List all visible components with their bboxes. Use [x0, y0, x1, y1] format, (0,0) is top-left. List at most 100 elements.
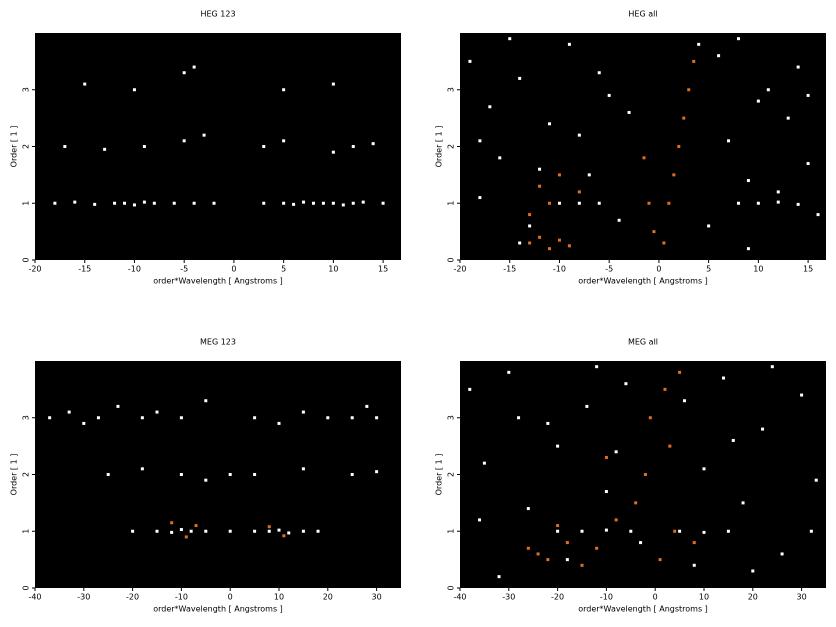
- dot: [155, 410, 159, 414]
- dot: [282, 139, 286, 143]
- dot: [228, 529, 232, 533]
- dot: [776, 200, 780, 204]
- y-tick-label: 3: [22, 415, 31, 420]
- y-tick-label: 2: [447, 472, 456, 477]
- dot: [538, 235, 542, 239]
- dot: [302, 200, 306, 204]
- dot: [375, 470, 379, 474]
- dot: [253, 416, 257, 420]
- dot: [375, 416, 379, 420]
- dot: [548, 201, 552, 205]
- dot: [692, 59, 696, 63]
- dot: [123, 201, 127, 205]
- dot: [282, 88, 286, 92]
- y-tick-label: 0: [447, 257, 456, 262]
- x-axis-label: order*Wavelength [ Angstroms ]: [578, 605, 708, 614]
- dot: [809, 529, 813, 533]
- plot-area: [460, 33, 826, 260]
- dot: [702, 467, 706, 471]
- dot: [142, 200, 146, 204]
- dot: [67, 410, 71, 414]
- x-tick-label: -30: [502, 593, 515, 602]
- chart-title: HEG 123: [200, 10, 235, 19]
- x-tick-label: 0: [656, 265, 661, 274]
- dot: [132, 203, 136, 207]
- dot: [96, 416, 100, 420]
- dot: [736, 37, 740, 41]
- dot: [634, 501, 638, 505]
- dot: [607, 93, 611, 97]
- dot: [113, 201, 117, 205]
- dot: [776, 190, 780, 194]
- dot: [751, 569, 755, 573]
- dot: [204, 399, 208, 403]
- dot: [182, 139, 186, 143]
- dot: [182, 71, 186, 75]
- dot: [277, 421, 281, 425]
- dot: [796, 202, 800, 206]
- dot: [93, 202, 97, 206]
- dot: [321, 201, 325, 205]
- x-tick-label: 30: [797, 593, 807, 602]
- y-tick-label: 3: [447, 415, 456, 420]
- x-tick-label: -40: [28, 593, 41, 602]
- y-axis-label: Order [ 1 ]: [10, 454, 19, 496]
- dot: [172, 201, 176, 205]
- dot: [595, 546, 599, 550]
- dot: [548, 122, 552, 126]
- dot: [580, 529, 584, 533]
- dot: [53, 201, 57, 205]
- x-tick-label: 30: [372, 593, 382, 602]
- x-tick-label: 0: [653, 593, 658, 602]
- dot: [478, 196, 482, 200]
- dot: [766, 88, 770, 92]
- dot: [806, 93, 810, 97]
- dot: [468, 387, 472, 391]
- dot: [697, 42, 701, 46]
- dot: [577, 201, 581, 205]
- dot: [557, 201, 561, 205]
- dot: [170, 530, 174, 534]
- x-tick-label: 15: [378, 265, 388, 274]
- dot: [365, 404, 369, 408]
- dot: [267, 529, 271, 533]
- x-tick-label: -10: [600, 593, 613, 602]
- plot-area: [460, 361, 826, 588]
- dot: [184, 535, 188, 539]
- dot: [82, 421, 86, 425]
- dot: [351, 145, 355, 148]
- dot: [155, 529, 159, 533]
- dot: [548, 247, 552, 251]
- dot: [316, 529, 320, 533]
- y-tick-label: 0: [22, 585, 31, 590]
- dot: [488, 105, 492, 109]
- dot: [253, 473, 257, 476]
- x-tick-label: 10: [328, 265, 338, 274]
- x-tick-label: -5: [180, 265, 188, 274]
- dot: [267, 525, 271, 529]
- dot: [786, 116, 790, 120]
- x-tick-label: 10: [274, 593, 284, 602]
- dot: [381, 201, 385, 205]
- x-tick-label: 5: [706, 265, 711, 274]
- dot: [565, 558, 569, 562]
- dot: [48, 416, 52, 420]
- dot: [350, 416, 354, 420]
- dot: [643, 473, 647, 476]
- x-tick-label: -10: [128, 265, 141, 274]
- x-tick-label: -10: [553, 265, 566, 274]
- y-tick-label: 0: [22, 257, 31, 262]
- dot: [292, 202, 296, 206]
- dot: [350, 473, 354, 476]
- dot: [678, 529, 682, 533]
- dot: [116, 404, 120, 408]
- x-tick-label: 0: [228, 593, 233, 602]
- dot: [546, 558, 550, 562]
- x-tick-label: 20: [323, 593, 333, 602]
- dot: [331, 201, 335, 205]
- dot: [192, 201, 196, 205]
- x-tick-label: -30: [77, 593, 90, 602]
- dot: [478, 518, 482, 522]
- dot: [361, 200, 365, 204]
- dot: [204, 478, 208, 482]
